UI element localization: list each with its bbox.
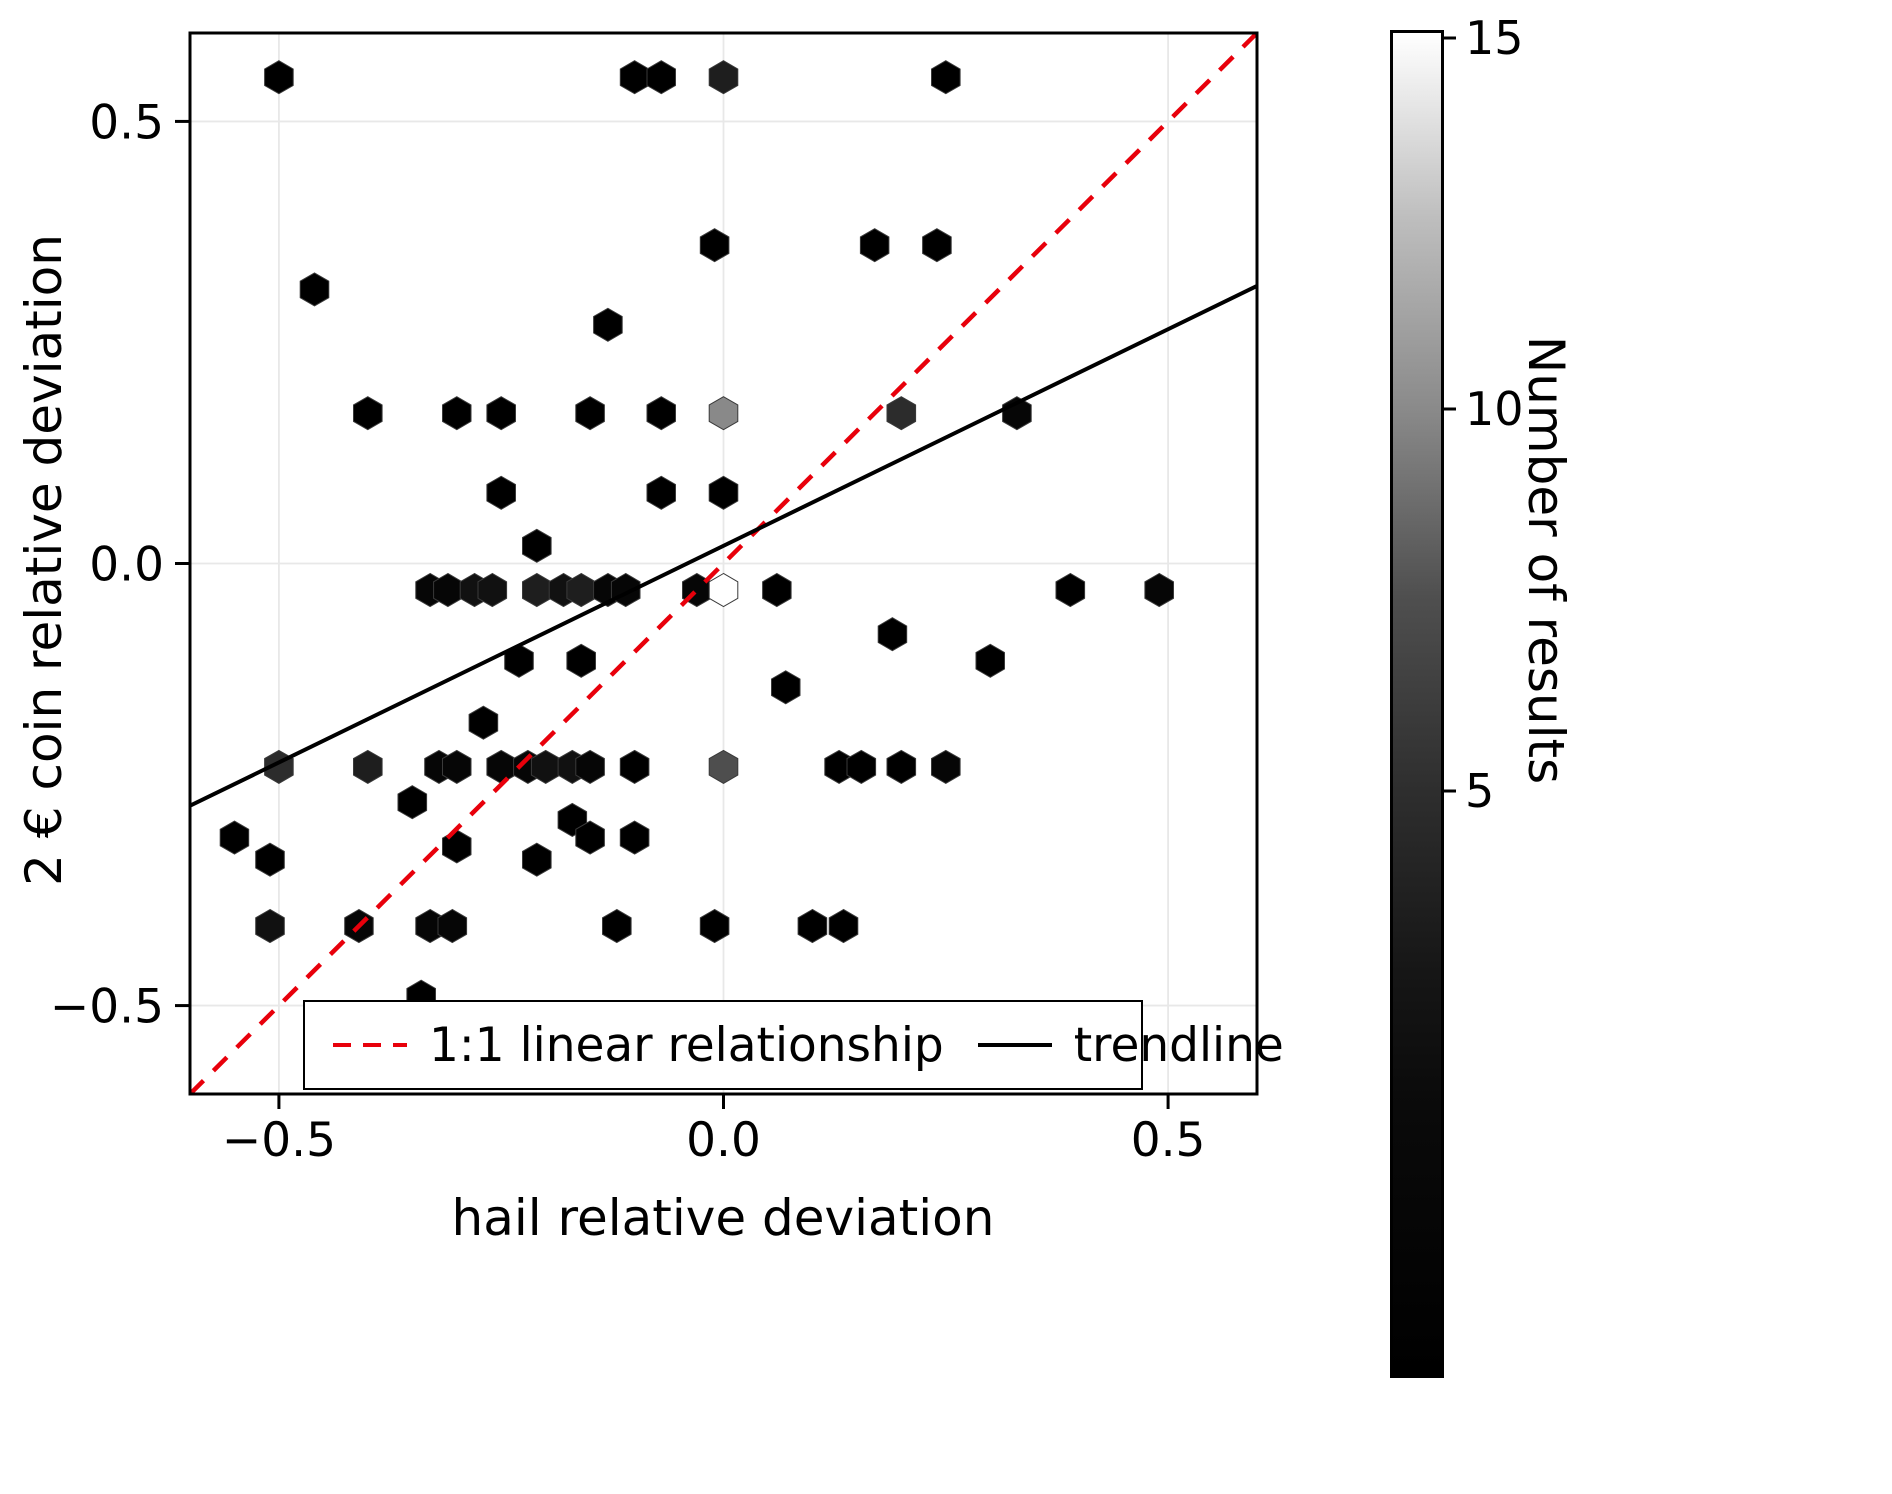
y-tick-label: −0.5 [50, 980, 164, 1035]
hex-marker [877, 617, 908, 652]
colorbar-tick-label: 5 [1465, 764, 1495, 819]
hex-marker [699, 228, 730, 263]
plot-data-layer [190, 33, 1257, 1094]
hex-marker [219, 820, 250, 855]
legend-label-trendline: trendline [1073, 1017, 1284, 1073]
hex-marker [762, 572, 792, 608]
hex-marker [931, 749, 961, 784]
hex-marker [299, 272, 330, 307]
hex-marker [486, 396, 516, 431]
hex-marker [931, 60, 961, 95]
hex-marker [255, 842, 285, 877]
colorbar-tick [1441, 407, 1456, 411]
solid-line-swatch [977, 1042, 1052, 1048]
trend-line [190, 284, 1257, 808]
dashed-line-swatch [333, 1042, 407, 1048]
hex-marker [437, 908, 468, 944]
hex-marker [522, 572, 552, 608]
colorbar-tick [1441, 36, 1456, 40]
hex-marker [846, 749, 877, 784]
hex-marker [922, 228, 952, 263]
hex-marker [522, 528, 552, 563]
hex-marker [264, 60, 294, 95]
hex-marker [602, 908, 632, 944]
y-axis-label: 2 € coin relative deviation [15, 234, 73, 886]
hex-marker [477, 572, 508, 608]
hex-marker [708, 572, 739, 608]
colorbar-label: Number of results [1517, 335, 1575, 785]
hex-marker [797, 908, 828, 944]
colorbar-tick-label: 15 [1465, 11, 1524, 66]
hex-marker [575, 820, 605, 855]
hex-marker [468, 705, 499, 740]
legend-item-trendline: trendline [977, 1017, 1284, 1073]
hex-marker [708, 60, 739, 95]
hex-marker [646, 396, 676, 431]
y-tick-label: 0.5 [89, 95, 164, 150]
colorbar-tick [1441, 789, 1456, 793]
hex-marker [442, 749, 472, 784]
hex-marker [886, 396, 917, 431]
legend-item-reference: 1:1 linear relationship [333, 1018, 944, 1073]
hex-marker [442, 396, 472, 431]
x-tick-label: 0.0 [686, 1113, 761, 1168]
x-axis-label: hail relative deviation [451, 1189, 995, 1247]
hex-marker [859, 228, 890, 263]
x-tick-label: 0.5 [1131, 1113, 1206, 1168]
colorbar: 15 10 5 [1390, 11, 1524, 1378]
hex-marker [593, 307, 623, 342]
hex-marker [619, 820, 650, 855]
hex-marker [619, 60, 650, 95]
hex-marker [353, 749, 383, 784]
hex-marker [486, 475, 516, 510]
hex-marker [1144, 572, 1174, 608]
hex-marker [975, 643, 1005, 678]
hex-marker [699, 908, 730, 944]
hex-marker [646, 60, 676, 95]
legend-label-reference: 1:1 linear relationship [429, 1017, 944, 1073]
hex-marker [566, 643, 596, 678]
hex-marker [646, 475, 676, 510]
colorbar-tick-label: 10 [1465, 381, 1524, 436]
hex-marker [442, 829, 472, 864]
hex-marker [1055, 572, 1086, 608]
hex-marker [486, 749, 516, 784]
x-tick-label: −0.5 [222, 1113, 336, 1168]
hex-marker [522, 842, 552, 877]
legend: 1:1 linear relationship trendline [303, 1000, 1284, 1090]
hex-marker [708, 475, 739, 510]
hex-marker [771, 670, 801, 705]
hex-marker [397, 785, 428, 820]
hex-marker [575, 749, 605, 784]
hex-marker [708, 749, 739, 784]
hex-marker [708, 396, 739, 431]
hex-marker [828, 908, 859, 944]
hex-marker [353, 396, 383, 431]
hex-marker [619, 749, 650, 784]
hex-marker [575, 396, 605, 431]
hex-marker [255, 908, 285, 944]
hex-marker [886, 749, 917, 784]
y-tick-label: 0.0 [89, 537, 164, 592]
